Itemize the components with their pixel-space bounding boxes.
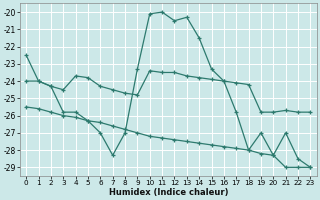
X-axis label: Humidex (Indice chaleur): Humidex (Indice chaleur)	[108, 188, 228, 197]
